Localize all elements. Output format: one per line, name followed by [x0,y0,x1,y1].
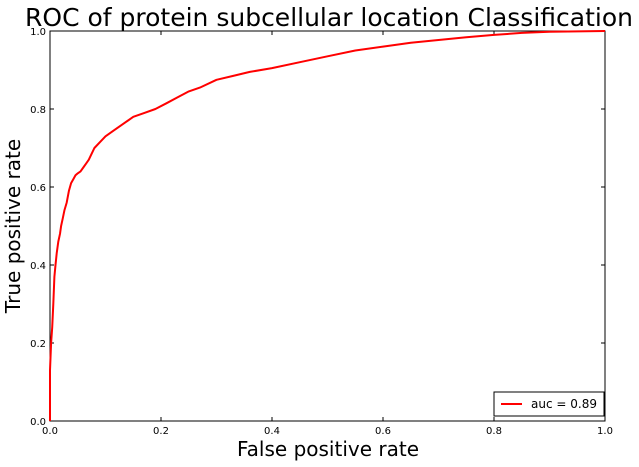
y-tick-label: 0.4 [30,261,46,272]
y-tick-label: 1.0 [30,27,46,38]
x-tick-label: 0.8 [486,426,502,437]
plot-area [49,30,606,422]
y-tick-label: 0.0 [30,417,46,428]
roc-curve-line [49,30,606,421]
x-tick-label: 0.0 [42,426,58,437]
x-axis-label: False positive rate [237,437,419,461]
x-tick-label: 0.4 [264,426,280,437]
x-tick-label: 0.6 [375,426,391,437]
x-tick-label: 0.2 [153,426,169,437]
y-tick-label: 0.8 [30,105,46,116]
y-tick-label: 0.6 [30,183,46,194]
curve-layer [49,30,606,421]
y-axis-label: True positive rate [1,139,25,314]
chart-title: ROC of protein subcellular location Clas… [25,3,633,32]
legend-label: auc = 0.89 [531,397,597,411]
y-tick-label: 0.2 [30,339,46,350]
plot-frame [49,30,606,422]
axis-ticks: 0.0 0.2 0.4 0.6 0.8 1.0 0.0 0.2 0.4 0.6 0.8 1.0 [30,27,613,437]
legend: auc = 0.89 [493,391,605,417]
x-tick-label: 1.0 [597,426,613,437]
